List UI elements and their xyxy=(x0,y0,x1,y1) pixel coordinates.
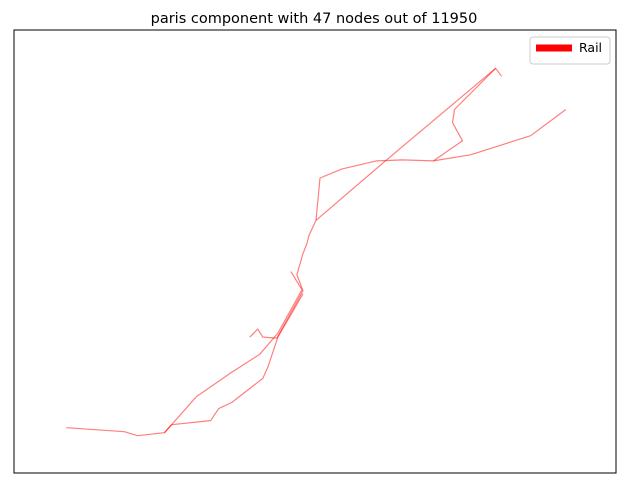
rail-edge-path-6 xyxy=(433,67,497,162)
rail-edge-path-5 xyxy=(315,67,503,221)
rail-edge-path-4 xyxy=(306,109,567,244)
rail-edge-path-2 xyxy=(164,293,304,434)
plot-frame xyxy=(13,29,617,474)
rail-edges xyxy=(66,67,567,437)
legend-label-rail: Rail xyxy=(579,40,602,55)
rail-edge-path-1 xyxy=(66,271,303,437)
chart-title: paris component with 47 nodes out of 119… xyxy=(151,11,478,27)
rail-edge-path-3 xyxy=(249,243,308,339)
legend: Rail xyxy=(529,36,611,65)
